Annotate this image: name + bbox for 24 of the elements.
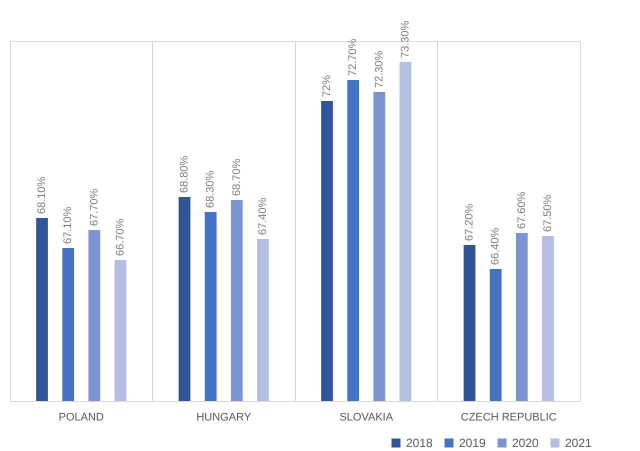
x-tick-label: POLAND bbox=[58, 412, 104, 424]
legend-label: 2021 bbox=[565, 436, 592, 450]
data-label: 67.50% bbox=[542, 194, 554, 232]
x-tick-label: CZECH REPUBLIC bbox=[460, 412, 557, 424]
data-label: 72.30% bbox=[373, 50, 386, 88]
data-label: 72.70% bbox=[347, 38, 360, 76]
data-label: 67.40% bbox=[256, 197, 269, 235]
data-label: 68.80% bbox=[178, 155, 191, 193]
data-label: 66.70% bbox=[114, 218, 126, 256]
x-tick-label: SLOVAKIA bbox=[339, 412, 394, 424]
data-label: 68.30% bbox=[204, 170, 217, 208]
data-label: 68.10% bbox=[36, 176, 48, 214]
data-label: 67.20% bbox=[464, 203, 476, 241]
data-label: 67.10% bbox=[62, 206, 74, 244]
data-label: 67.60% bbox=[516, 191, 528, 229]
data-label: 73.30% bbox=[399, 20, 412, 58]
data-label: 72% bbox=[321, 74, 334, 97]
legend-label: 2019 bbox=[459, 436, 486, 450]
data-label: 66.40% bbox=[490, 227, 502, 265]
legend-label: 2018 bbox=[406, 436, 434, 450]
data-label: 68.70% bbox=[230, 158, 243, 196]
x-tick-label: HUNGARY bbox=[196, 412, 252, 424]
data-label: 67.70% bbox=[88, 188, 100, 226]
legend-label: 2020 bbox=[512, 436, 540, 450]
